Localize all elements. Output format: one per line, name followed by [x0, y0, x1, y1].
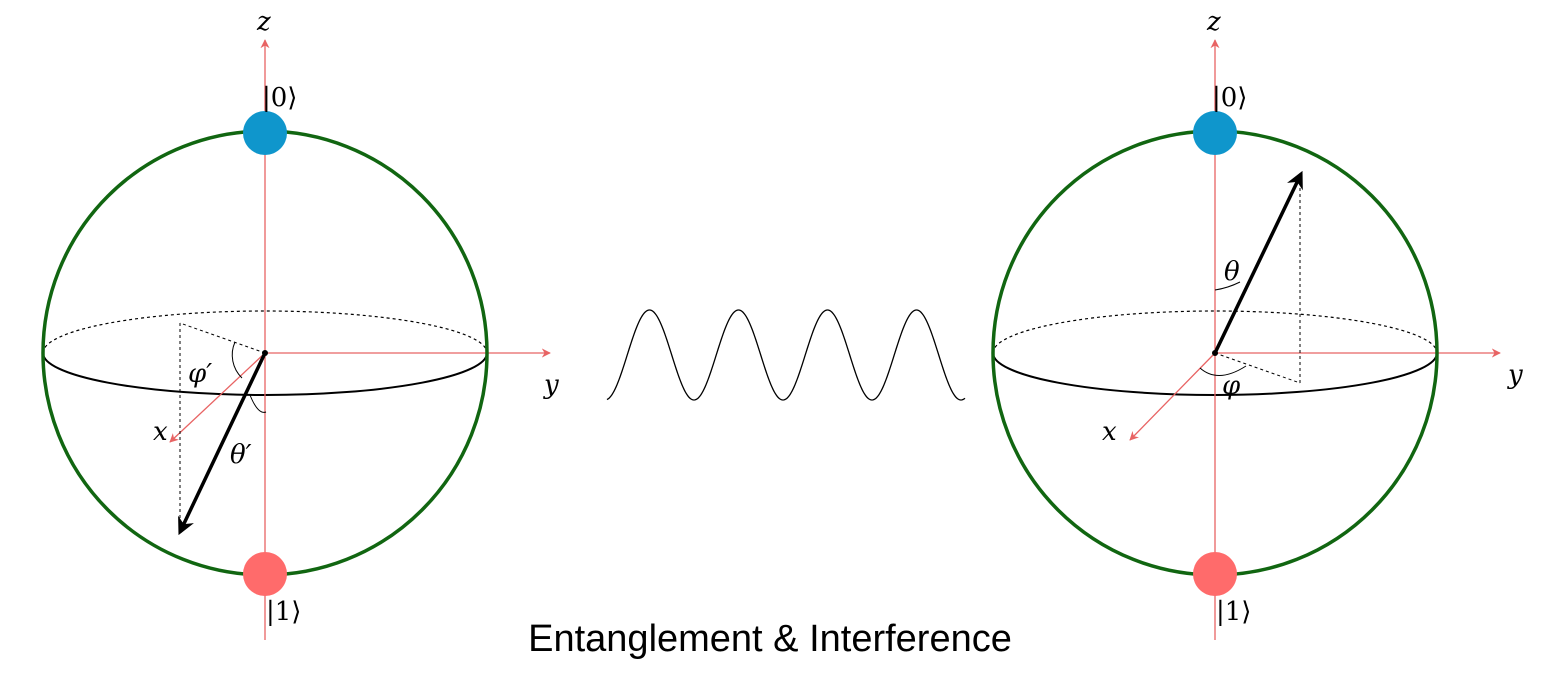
left-state-vector	[178, 352, 267, 536]
right-bloch-sphere: z y x |0⟩ |1⟩ θ φ	[991, 7, 1523, 640]
right-zero-state-dot	[1193, 111, 1237, 155]
right-phi-label: φ	[1222, 371, 1241, 401]
left-one-state-dot	[243, 552, 287, 596]
left-z-label: z	[256, 7, 271, 37]
left-zero-state-dot	[243, 111, 287, 155]
right-ket-zero-label: |0⟩	[1212, 83, 1247, 113]
left-bloch-sphere: z y x |0⟩ |1⟩ θ′ φ′	[41, 7, 559, 640]
right-one-state-dot	[1193, 552, 1237, 596]
left-ket-zero-label: |0⟩	[262, 83, 297, 113]
right-x-axis	[1129, 352, 1216, 441]
right-state-vector	[1213, 170, 1303, 354]
right-origin-dot	[1212, 350, 1218, 356]
right-theta-label: θ	[1224, 257, 1240, 287]
interference-wave	[606, 309, 966, 401]
left-ket-one-label: |1⟩	[266, 597, 301, 627]
right-phi-arc	[1199, 365, 1247, 376]
left-y-label: y	[543, 370, 559, 400]
right-theta-arc	[1214, 281, 1241, 291]
right-ket-one-label: |1⟩	[1216, 597, 1251, 627]
left-projection-line	[179, 322, 266, 354]
left-theta-label: θ′	[230, 440, 252, 470]
right-z-label: z	[1206, 7, 1221, 37]
left-phi-label: φ′	[188, 359, 212, 389]
right-x-label: x	[1102, 417, 1117, 447]
left-phi-arc	[231, 341, 243, 379]
right-y-label: y	[1507, 360, 1523, 390]
diagram-caption: Entanglement & Interference	[528, 618, 1012, 660]
left-origin-dot	[262, 350, 268, 356]
left-x-axis	[169, 352, 266, 443]
left-theta-arc	[249, 394, 267, 413]
left-x-label: x	[153, 417, 168, 447]
